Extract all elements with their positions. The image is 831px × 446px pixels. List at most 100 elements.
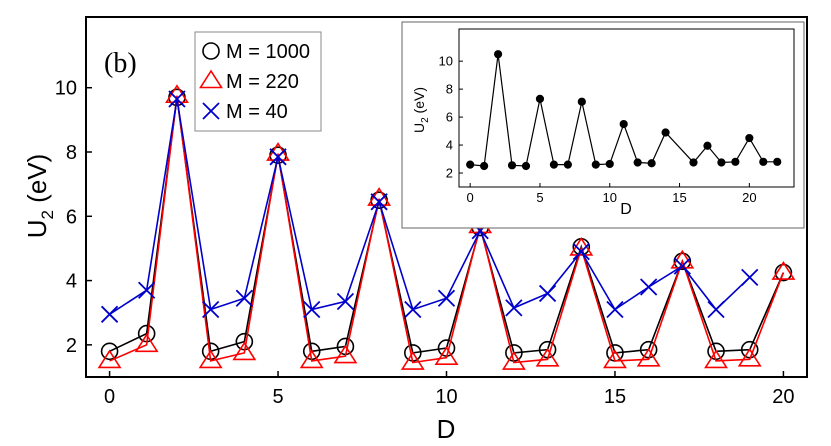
main-y-axis-label: U2 (eV) bbox=[22, 154, 57, 239]
legend-label: M = 40 bbox=[226, 101, 288, 123]
inset-x-tick-label: 15 bbox=[672, 190, 686, 205]
main-data-point bbox=[673, 252, 692, 271]
inset-y-axis-label: U2 (eV) bbox=[411, 87, 431, 133]
main-data-point bbox=[572, 243, 590, 261]
legend: M = 1000 M = 220 M = 40 bbox=[194, 31, 322, 132]
inset-data-point bbox=[466, 160, 475, 169]
inset-data-point bbox=[703, 141, 712, 150]
inset-data-point bbox=[577, 97, 586, 106]
main-x-tick-label: 0 bbox=[104, 386, 115, 408]
inset-data-point bbox=[535, 94, 545, 104]
legend-label: M = 220 bbox=[226, 71, 299, 93]
legend-item: M = 40 bbox=[202, 101, 288, 123]
inset-data-point bbox=[647, 159, 656, 168]
main-data-point bbox=[400, 351, 425, 370]
inset-data-point bbox=[493, 50, 503, 59]
main-data-point bbox=[100, 305, 119, 323]
inset-y-tick-label: 8 bbox=[446, 82, 453, 97]
main-y-axis-label-sub: 2 bbox=[38, 210, 57, 219]
inset-y-tick-label: 10 bbox=[439, 54, 453, 69]
inset-y-axis-label-unit: (eV) bbox=[411, 87, 427, 117]
main-y-tick-label: 8 bbox=[66, 142, 77, 164]
main-data-point bbox=[603, 349, 627, 369]
main-data-point bbox=[640, 278, 658, 296]
main-data-point bbox=[168, 90, 186, 108]
inset-y-axis-label-u: U bbox=[411, 123, 427, 133]
inset-y-tick-label: 6 bbox=[446, 110, 453, 125]
inset-data-point bbox=[605, 159, 614, 169]
legend-label: M = 1000 bbox=[226, 41, 310, 63]
legend-item: M = 1000 bbox=[202, 41, 310, 63]
main-y-tick-label: 10 bbox=[55, 78, 77, 100]
main-x-tick-label: 20 bbox=[772, 386, 794, 408]
main-data-point bbox=[707, 300, 725, 319]
main-data-point bbox=[774, 263, 793, 282]
main-data-point bbox=[404, 300, 422, 319]
inset-data-point bbox=[745, 133, 754, 143]
main-series-2 bbox=[100, 90, 759, 323]
inset-y-axis-label-sub: 2 bbox=[420, 117, 431, 123]
inset-series-0 bbox=[466, 50, 782, 171]
main-data-point bbox=[538, 284, 557, 303]
inset-y-tick-label: 2 bbox=[446, 166, 453, 181]
main-data-point bbox=[97, 349, 122, 369]
inset-data-point bbox=[759, 157, 768, 166]
inset-x-tick-label: 5 bbox=[536, 190, 543, 205]
main-data-point bbox=[333, 344, 358, 364]
inset-data-point bbox=[521, 161, 531, 171]
main-y-tick-label: 2 bbox=[66, 335, 77, 357]
legend-marker-circle bbox=[202, 42, 220, 60]
main-data-point bbox=[535, 347, 560, 367]
main-data-point bbox=[100, 342, 119, 361]
main-data-point bbox=[198, 349, 223, 369]
main-data-point bbox=[434, 346, 459, 366]
main-data-point bbox=[299, 349, 324, 369]
main-data-point bbox=[134, 333, 159, 353]
inset-data-point bbox=[480, 161, 489, 171]
main-data-point bbox=[673, 257, 691, 275]
legend-marker-triangle bbox=[199, 69, 223, 89]
main-data-point bbox=[505, 299, 523, 317]
main-x-axis-label: D bbox=[437, 414, 456, 444]
inset-x-axis-label: D bbox=[620, 201, 632, 218]
inset-data-point bbox=[591, 160, 600, 169]
main-data-point bbox=[370, 193, 388, 211]
main-data-point bbox=[704, 349, 728, 369]
main-x-tick-label: 5 bbox=[272, 386, 283, 408]
inset-series-group bbox=[466, 50, 782, 171]
main-data-point bbox=[670, 249, 695, 269]
panel-label: (b) bbox=[104, 48, 137, 79]
inset-x-tick-label: 0 bbox=[467, 190, 474, 205]
main-series-line bbox=[109, 95, 785, 364]
main-y-tick-label: 6 bbox=[66, 206, 77, 228]
legend-marker-x bbox=[202, 102, 220, 120]
inset-data-point bbox=[661, 128, 670, 137]
main-y-axis-label-u: U bbox=[22, 220, 52, 239]
main-data-point bbox=[437, 289, 456, 307]
inset-plot-frame bbox=[458, 28, 795, 188]
main-data-point bbox=[235, 289, 253, 307]
main-data-point bbox=[202, 300, 220, 319]
main-data-point bbox=[737, 347, 762, 367]
main-data-point bbox=[269, 148, 287, 166]
inset-data-point bbox=[633, 158, 642, 167]
main-data-point bbox=[636, 347, 661, 367]
main-data-point bbox=[741, 268, 759, 286]
main-data-point bbox=[303, 300, 321, 319]
inset-data-point bbox=[717, 158, 726, 167]
inset-data-point bbox=[507, 161, 517, 170]
inset-data-point bbox=[563, 160, 572, 169]
inset-x-tick-label: 20 bbox=[742, 190, 756, 205]
main-data-point bbox=[771, 261, 796, 280]
inset-series-line bbox=[470, 54, 778, 167]
main-data-point bbox=[138, 281, 156, 299]
inset-y-tick-label: 4 bbox=[446, 138, 453, 153]
main-data-point bbox=[336, 292, 355, 311]
main-x-tick-label: 15 bbox=[604, 386, 626, 408]
legend-item: M = 220 bbox=[199, 69, 299, 93]
inset-data-point bbox=[731, 157, 740, 166]
